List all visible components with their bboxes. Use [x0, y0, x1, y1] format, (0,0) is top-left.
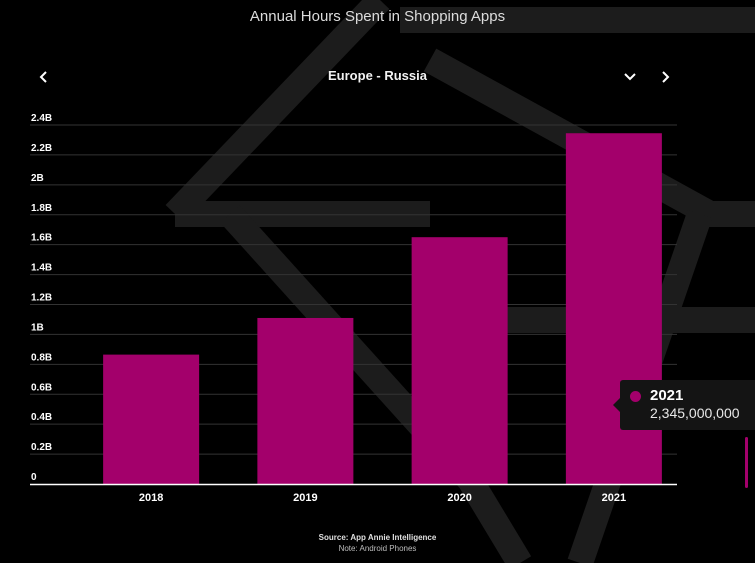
y-tick-label: 1.6B	[31, 233, 52, 244]
chevron-down-icon	[624, 73, 636, 81]
previous-button[interactable]	[33, 66, 55, 88]
tooltip-category: 2021	[650, 387, 684, 404]
chevron-right-icon	[662, 71, 670, 83]
chevron-left-icon	[39, 71, 47, 83]
y-tick-label: 1.8B	[31, 203, 52, 214]
y-tick-label: 1B	[31, 322, 44, 333]
y-tick-label: 0.4B	[31, 412, 52, 423]
y-tick-label: 1.4B	[31, 263, 52, 274]
y-tick-label: 2.4B	[31, 113, 52, 124]
tooltip-value: 2,345,000,000	[650, 405, 740, 421]
x-tick-label: 2019	[293, 492, 317, 504]
x-tick-label: 2021	[602, 492, 626, 504]
bar-2020[interactable]	[411, 237, 508, 484]
bar-2021[interactable]	[565, 133, 662, 484]
scroll-indicator[interactable]	[745, 437, 748, 488]
region-dropdown-button[interactable]	[619, 66, 641, 88]
footnote: Note: Android Phones	[338, 544, 417, 553]
region-selector-label[interactable]: Europe - Russia	[328, 68, 427, 83]
next-button[interactable]	[654, 66, 676, 88]
x-tick-label: 2020	[447, 492, 471, 504]
y-tick-label: 0.8B	[31, 352, 52, 363]
bar-2018[interactable]	[103, 354, 200, 484]
y-tick-label: 1.2B	[31, 293, 52, 304]
source-note: Source: App Annie Intelligence	[318, 533, 437, 542]
y-tick-label: 0.6B	[31, 382, 52, 393]
chart-title: Annual Hours Spent in Shopping Apps	[249, 8, 506, 25]
bar-2019[interactable]	[257, 317, 354, 484]
y-tick-label: 0.2B	[31, 442, 52, 453]
y-tick-label: 2B	[31, 173, 44, 184]
series-color-dot	[630, 391, 641, 402]
y-tick-label: 2.2B	[31, 143, 52, 154]
y-tick-label: 0	[31, 472, 37, 483]
data-tooltip: 2021 2,345,000,000	[613, 380, 755, 430]
x-tick-label: 2018	[139, 492, 163, 504]
